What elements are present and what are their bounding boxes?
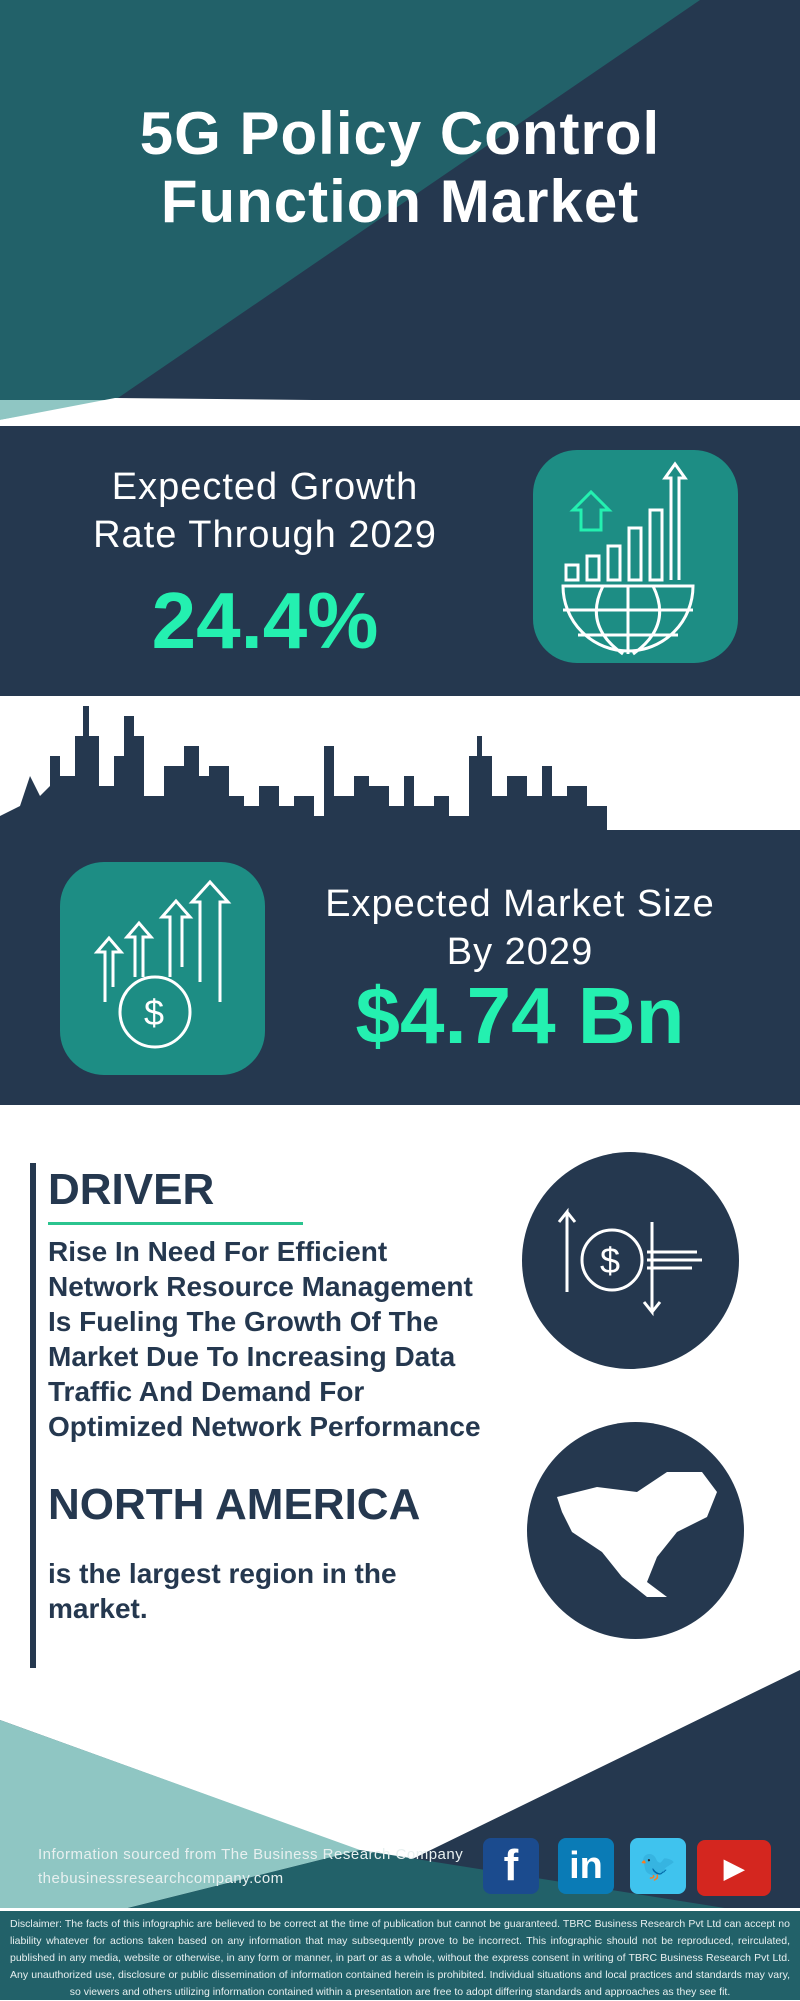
driver-heading: DRIVER	[48, 1165, 215, 1214]
globe-bar-chart-icon	[533, 450, 738, 663]
market-value: $4.74 Bn	[355, 971, 685, 1060]
linkedin-icon[interactable]: in	[558, 1838, 614, 1894]
page-title: 5G Policy Control Function Market	[139, 100, 661, 235]
city-skyline	[0, 706, 607, 836]
dollar-exchange-icon: $	[522, 1152, 739, 1369]
driver-underline	[48, 1222, 303, 1225]
growth-label: Expected Growth Rate Through 2029	[93, 466, 437, 556]
svg-text:$: $	[144, 992, 164, 1033]
header-background	[0, 0, 800, 430]
facebook-icon[interactable]: f	[483, 1838, 539, 1894]
footer-background	[0, 1670, 800, 2000]
disclaimer: Disclaimer: The facts of this infographi…	[10, 1918, 790, 1998]
source-text: Information sourced from The Business Re…	[38, 1846, 464, 1863]
youtube-icon[interactable]: ▶	[697, 1840, 771, 1896]
market-label: Expected Market Size By 2029	[325, 883, 715, 973]
region-bar	[30, 1446, 36, 1668]
twitter-icon[interactable]: 🐦	[630, 1838, 686, 1894]
driver-text: Rise In Need For Efficient Network Resou…	[48, 1236, 481, 1442]
website-link[interactable]: thebusinessresearchcompany.com	[38, 1870, 284, 1887]
dollar-growth-arrows-icon: $	[60, 862, 265, 1075]
svg-text:$: $	[600, 1240, 620, 1281]
region-text: is the largest region in the market.	[48, 1558, 397, 1624]
driver-bar	[30, 1163, 36, 1448]
north-america-map-icon	[527, 1422, 744, 1639]
region-heading: NORTH AMERICA	[48, 1480, 421, 1529]
growth-value: 24.4%	[151, 576, 379, 665]
